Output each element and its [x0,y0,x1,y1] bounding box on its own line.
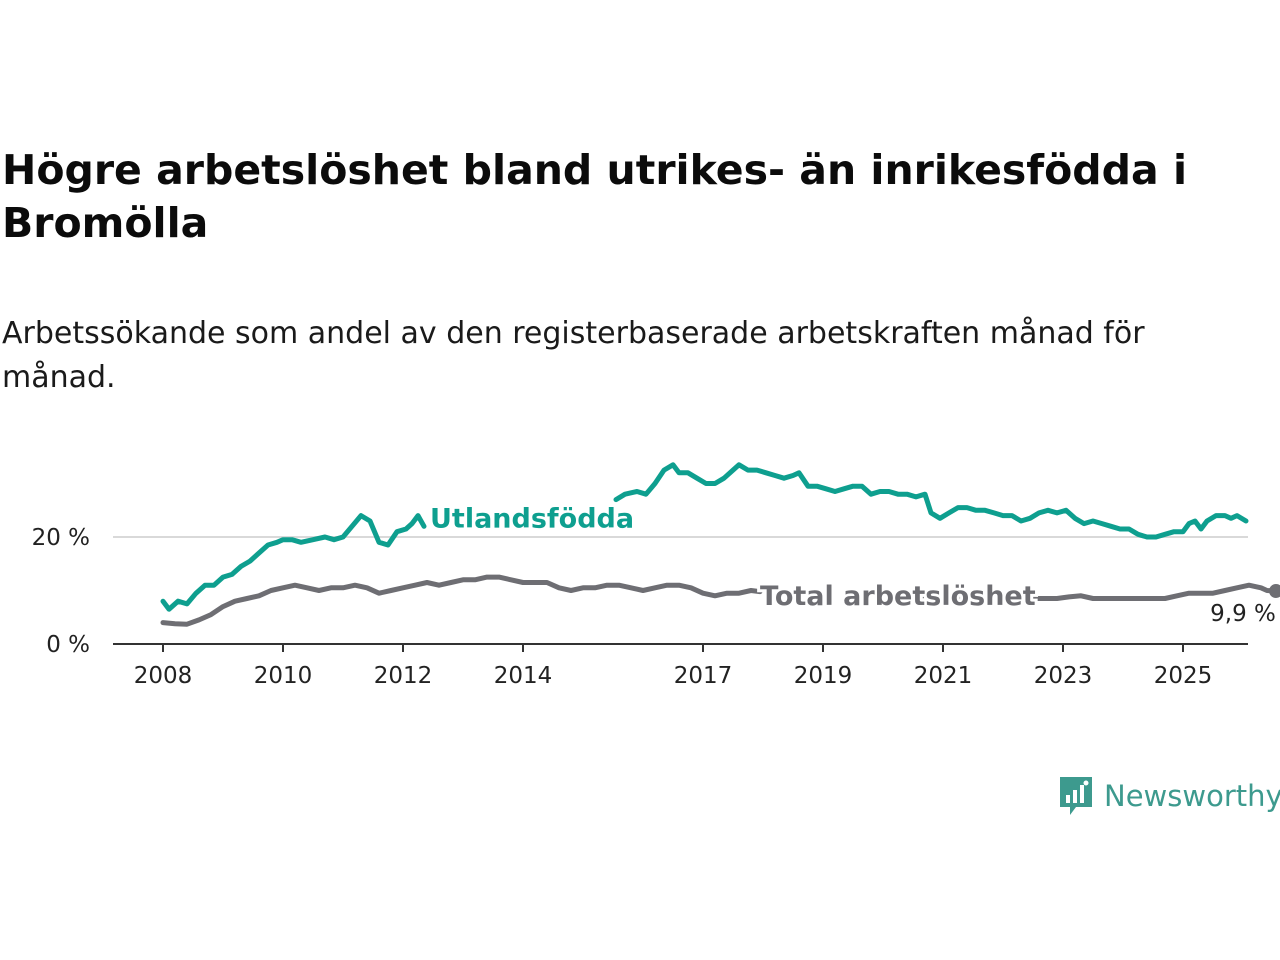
end-value-label: 9,9 % [1210,601,1276,627]
series-lines [160,462,1280,627]
utlandsfodda-line [160,462,1249,612]
chart-title: Högre arbetslöshet bland utrikes- än inr… [2,146,1187,247]
utlandsfodda-label: Utlandsfödda [430,503,634,534]
total-arbetsloshet-line [160,574,1279,627]
x-tick-label: 2012 [374,663,433,689]
x-tick-label: 2008 [134,663,193,689]
x-tick-label: 2017 [674,663,733,689]
chart-labels: 9,9 % Utlandsfödda Total arbetslöshet [427,500,1276,627]
x-tick-label: 2019 [794,663,853,689]
newsworthy-wordmark: Newsworthy [1104,779,1280,813]
total-arbetsloshet-label: Total arbetslöshet [760,581,1036,612]
axes: 0 % 20 % 2008 2010 2012 2014 2017 2019 2021 2023 2… [32,525,1248,689]
x-tick-label: 2025 [1154,663,1213,689]
x-tick-label: 2021 [914,663,973,689]
newsworthy-logo: Newsworthy [1058,774,1280,818]
y-tick-label: 20 % [32,525,90,551]
y-tick-label: 0 % [46,632,90,658]
x-tick-label: 2014 [494,663,553,689]
total-end-point [1269,584,1280,599]
chart-subtitle: Arbetssökande som andel av den registerb… [2,316,1145,395]
x-tick-label: 2010 [254,663,313,689]
x-tick-label: 2023 [1034,663,1093,689]
newsworthy-logo-icon [1060,777,1092,815]
unemployment-line-chart: 0 % 20 % 2008 2010 2012 2014 2017 2019 2021 2023 2… [32,462,1280,689]
